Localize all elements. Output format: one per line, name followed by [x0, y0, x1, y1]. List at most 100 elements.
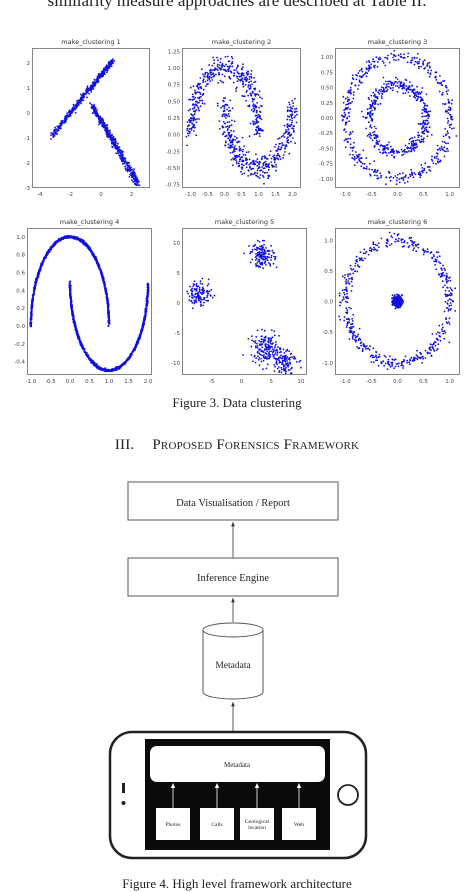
scatter-point [109, 132, 111, 134]
scatter-point [111, 64, 113, 66]
scatter-point [423, 107, 425, 109]
scatter-point [374, 137, 376, 139]
scatter-point [357, 88, 359, 90]
scatter-point [377, 91, 379, 93]
scatter-point [220, 58, 222, 60]
scatter-point [427, 63, 429, 65]
scatter-point [406, 360, 408, 362]
scatter-point [440, 150, 442, 152]
scatter-point [189, 132, 191, 134]
scatter-point [92, 105, 94, 107]
y-tick-label: 0.75 [321, 70, 334, 76]
scatter-point [240, 73, 242, 75]
scatter-point [451, 99, 453, 101]
scatter-point [280, 158, 282, 160]
scatter-point [75, 112, 77, 114]
scatter-point [250, 73, 252, 75]
scatter-point [255, 336, 257, 338]
scatter-point [250, 262, 252, 264]
scatter-point [268, 253, 270, 255]
scatter-point [34, 283, 36, 285]
scatter-point [287, 123, 289, 125]
scatter-point [95, 82, 97, 84]
scatter-point [191, 99, 193, 101]
scatter-point [233, 130, 235, 132]
scatter-point [402, 365, 404, 367]
scatter-point [407, 181, 409, 183]
scatter-point [233, 72, 235, 74]
scatter-point [414, 147, 416, 149]
scatter-point [104, 285, 106, 287]
scatter-point [207, 285, 209, 287]
scatter-point [420, 175, 422, 177]
scatter-point [347, 297, 349, 299]
scatter-point [442, 92, 444, 94]
scatter-point [65, 237, 67, 239]
scatter-point [236, 137, 238, 139]
scatter-point [202, 283, 204, 285]
scatter-point [377, 178, 379, 180]
scatter-point [257, 121, 259, 123]
scatter-point [381, 86, 383, 88]
scatter-point [269, 337, 271, 339]
scatter-point [253, 77, 255, 79]
scatter-point [113, 138, 115, 140]
scatter-point [217, 105, 219, 107]
scatter-point [374, 174, 376, 176]
scatter-point [417, 247, 419, 249]
scatter-point [71, 306, 73, 308]
scatter-point [248, 245, 250, 247]
scatter-point [288, 128, 290, 130]
scatter-point [261, 335, 263, 337]
scatter-point [259, 252, 261, 254]
scatter-point [76, 237, 78, 239]
scatter-point [279, 143, 281, 145]
scatter-point [416, 354, 418, 356]
scatter-point [438, 261, 440, 263]
scatter-point [134, 178, 136, 180]
scatter-point [373, 356, 375, 358]
scatter-point [294, 356, 296, 358]
scatter-point [387, 58, 389, 60]
scatter-point [397, 85, 399, 87]
scatter-point [383, 77, 385, 79]
x-tick-label: -0.5 [202, 192, 213, 198]
scatter-point [254, 105, 256, 107]
y-tick-label: -5 [175, 331, 181, 337]
scatter-point [216, 68, 218, 70]
scatter-point [83, 93, 85, 95]
scatter-point [420, 358, 422, 360]
scatter-point [261, 346, 263, 348]
scatter-point [75, 329, 77, 331]
scatter-point [211, 70, 213, 72]
scatter-point [103, 282, 105, 284]
scatter-point [377, 66, 379, 68]
scatter-point [283, 154, 285, 156]
scatter-point [231, 134, 233, 136]
scatter-point [452, 301, 454, 303]
scatter-point [407, 61, 409, 63]
scatter-point [281, 146, 283, 148]
scatter-point [259, 253, 261, 255]
scatter-point [240, 157, 242, 159]
scatter-point [367, 114, 369, 116]
scatter-point [450, 299, 452, 301]
scatter-point [346, 288, 348, 290]
scatter-point [358, 156, 360, 158]
scatter-point [345, 108, 347, 110]
scatter-point [198, 118, 200, 120]
scatter-point [429, 126, 431, 128]
scatter-point [260, 105, 262, 107]
scatter-point [235, 88, 237, 90]
scatter-point [260, 361, 262, 363]
scatter-point [399, 182, 401, 184]
scatter-point [374, 107, 376, 109]
scatter-point [296, 361, 298, 363]
scatter-point [197, 107, 199, 109]
scatter-point [374, 126, 376, 128]
scatter-point [229, 125, 231, 127]
scatter-point [411, 85, 413, 87]
scatter-point [422, 64, 424, 66]
